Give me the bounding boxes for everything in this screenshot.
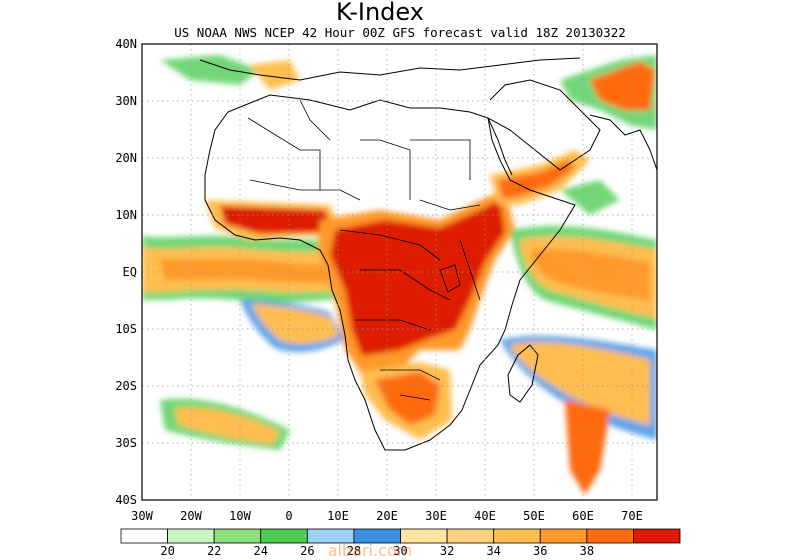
lon-tick-label: 50E (523, 509, 545, 523)
field-south-atlantic-lower-core (175, 407, 280, 444)
colorbar-box (260, 528, 308, 544)
coastlines (199, 57, 657, 451)
lon-tick-label: 60E (572, 509, 594, 523)
lat-tick-label: 40N (115, 37, 137, 51)
colorbar-label: 22 (207, 544, 221, 558)
field-se-plume-core (510, 342, 650, 425)
lat-tick-label: EQ (123, 265, 137, 279)
lat-tick-label: 10S (115, 322, 137, 336)
lat-tick-label: 30N (115, 94, 137, 108)
field-atlantic-band-inner (160, 258, 345, 284)
madagascar-coastline (507, 344, 539, 403)
colorbar-box (120, 528, 168, 544)
colorbar-labels: 20 22 24 26 28 30 32 34 36 38 (160, 544, 594, 558)
field-se-plume-inner (565, 400, 610, 495)
colorbar-box (167, 528, 215, 544)
colorbar-label: 26 (300, 544, 314, 558)
lat-tick-label: 20S (115, 379, 137, 393)
field-southern-africa-core (375, 372, 440, 425)
field-middle-east-core (590, 62, 655, 110)
colorbar: 20 22 24 26 28 30 32 34 36 38 (120, 528, 681, 558)
field-horn-arabia-core (498, 160, 575, 198)
arabia-coastline (487, 79, 601, 171)
graticule (142, 44, 657, 500)
lon-tick-label: 30W (131, 509, 153, 523)
colorbar-label: 20 (160, 544, 174, 558)
lon-tick-label: 0 (285, 509, 292, 523)
field-west-africa-strip-core (220, 206, 335, 234)
lon-tick-label: 70E (621, 509, 643, 523)
field-indian-ocean-band-inner (530, 249, 650, 300)
lon-tick-label: 40E (474, 509, 496, 523)
chart-title: K-Index (336, 0, 424, 26)
colorbar-boxes (120, 528, 681, 544)
map-panel (142, 44, 657, 500)
colorbar-box (633, 528, 681, 544)
colorbar-label: 38 (580, 544, 594, 558)
persian-gulf (589, 114, 641, 136)
india-coast (639, 129, 657, 171)
colorbar-label: 36 (533, 544, 547, 558)
lon-tick-label: 20E (376, 509, 398, 523)
colorbar-box (493, 528, 541, 544)
map-frame (141, 43, 658, 501)
watermark: albari.com (328, 541, 413, 560)
africa-coastline (204, 94, 576, 451)
field-south-atlantic-plume-core (252, 304, 338, 344)
colorbar-label: 32 (440, 544, 454, 558)
lat-tick-label: 20N (115, 151, 137, 165)
colorbar-label: 28 (347, 544, 361, 558)
colorbar-label: 34 (486, 544, 500, 558)
colorbar-box (539, 528, 588, 544)
field-central-africa-core (330, 200, 505, 356)
lat-axis: 40N 30N 20N 10N EQ 10S 20S 30S 40S (115, 37, 137, 507)
country-borders (247, 99, 481, 401)
lon-axis: 30W 20W 10W 0 10E 20E 30E 40E 50E 60E 70… (131, 509, 643, 523)
lat-tick-label: 30S (115, 436, 137, 450)
field-mediterranean-patch-2 (250, 60, 300, 90)
colorbar-label: 24 (254, 544, 268, 558)
lat-tick-label: 10N (115, 208, 137, 222)
field-mediterranean-patch (160, 55, 260, 85)
europe-coastline (199, 57, 581, 81)
lon-tick-label: 30E (425, 509, 447, 523)
lon-tick-label: 10W (229, 509, 251, 523)
red-sea (487, 117, 513, 176)
colorbar-box (586, 528, 634, 544)
colorbar-label: 30 (393, 544, 407, 558)
colorbar-box (213, 528, 262, 544)
lon-tick-label: 20W (180, 509, 202, 523)
colorbar-box (446, 528, 495, 544)
field-indian-ocean-patch-top (560, 180, 620, 215)
lat-tick-label: 40S (115, 493, 137, 507)
chart-subtitle: US NOAA NWS NCEP 42 Hour 00Z GFS forecas… (174, 25, 626, 40)
lon-tick-label: 10E (327, 509, 349, 523)
